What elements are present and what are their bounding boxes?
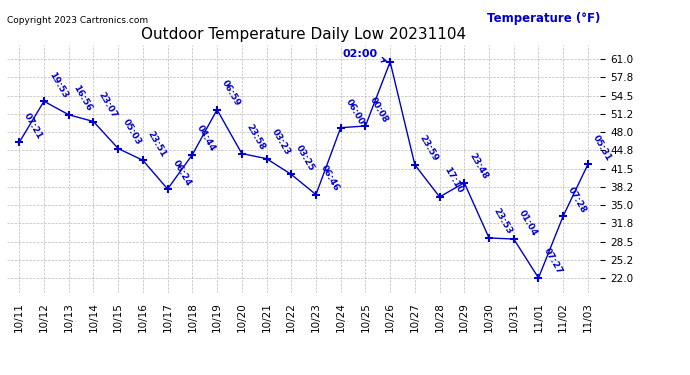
Text: 07:28: 07:28 [566, 185, 589, 214]
Text: 07:27: 07:27 [542, 247, 564, 276]
Text: 06:46: 06:46 [319, 164, 341, 193]
Text: 23:51: 23:51 [146, 129, 168, 159]
Text: 23:53: 23:53 [492, 207, 514, 236]
Text: 23:07: 23:07 [97, 90, 119, 120]
Text: 16:56: 16:56 [72, 84, 94, 113]
Text: 00:08: 00:08 [368, 95, 391, 124]
Text: 07:21: 07:21 [22, 111, 44, 141]
Text: 06:24: 06:24 [170, 158, 193, 188]
Text: 06:59: 06:59 [220, 79, 242, 108]
Text: 02:00: 02:00 [343, 49, 386, 62]
Text: 23:59: 23:59 [418, 134, 440, 163]
Text: 03:23: 03:23 [270, 128, 291, 157]
Text: 23:58: 23:58 [245, 123, 267, 152]
Text: 06:00: 06:00 [344, 97, 366, 126]
Title: Outdoor Temperature Daily Low 20231104: Outdoor Temperature Daily Low 20231104 [141, 27, 466, 42]
Text: 04:44: 04:44 [195, 123, 217, 153]
Text: 23:48: 23:48 [467, 152, 489, 181]
Text: 17:10: 17:10 [442, 166, 464, 195]
Text: 19:53: 19:53 [47, 70, 69, 100]
Text: Copyright 2023 Cartronics.com: Copyright 2023 Cartronics.com [7, 16, 148, 25]
Text: 05:31: 05:31 [591, 134, 613, 163]
Text: 05:03: 05:03 [121, 118, 143, 147]
Text: Temperature (°F): Temperature (°F) [487, 12, 600, 25]
Text: 03:25: 03:25 [294, 144, 316, 173]
Text: 01:04: 01:04 [517, 208, 539, 237]
